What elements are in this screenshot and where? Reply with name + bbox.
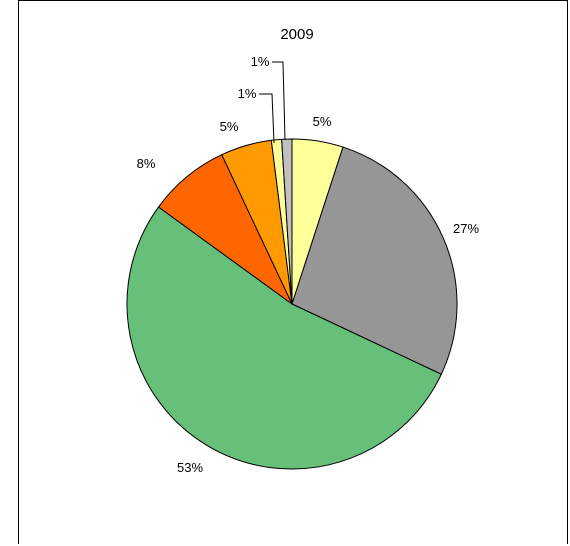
slice-label-1: 5% (313, 114, 332, 129)
leader-line-7 (272, 61, 286, 141)
slice-label-3: 53% (177, 460, 203, 475)
slice-label-6: 1% (238, 86, 257, 101)
leader-line-6 (259, 93, 275, 144)
slice-label-7: 1% (251, 54, 270, 69)
chart-title: 2009 (280, 26, 313, 43)
pie-slice-7 (281, 138, 293, 305)
pie-slice-3 (126, 206, 442, 470)
slice-label-5: 5% (220, 119, 239, 134)
slice-label-2: 27% (453, 221, 479, 236)
pie-slice-2 (291, 146, 458, 375)
slice-label-4: 8% (137, 156, 156, 171)
